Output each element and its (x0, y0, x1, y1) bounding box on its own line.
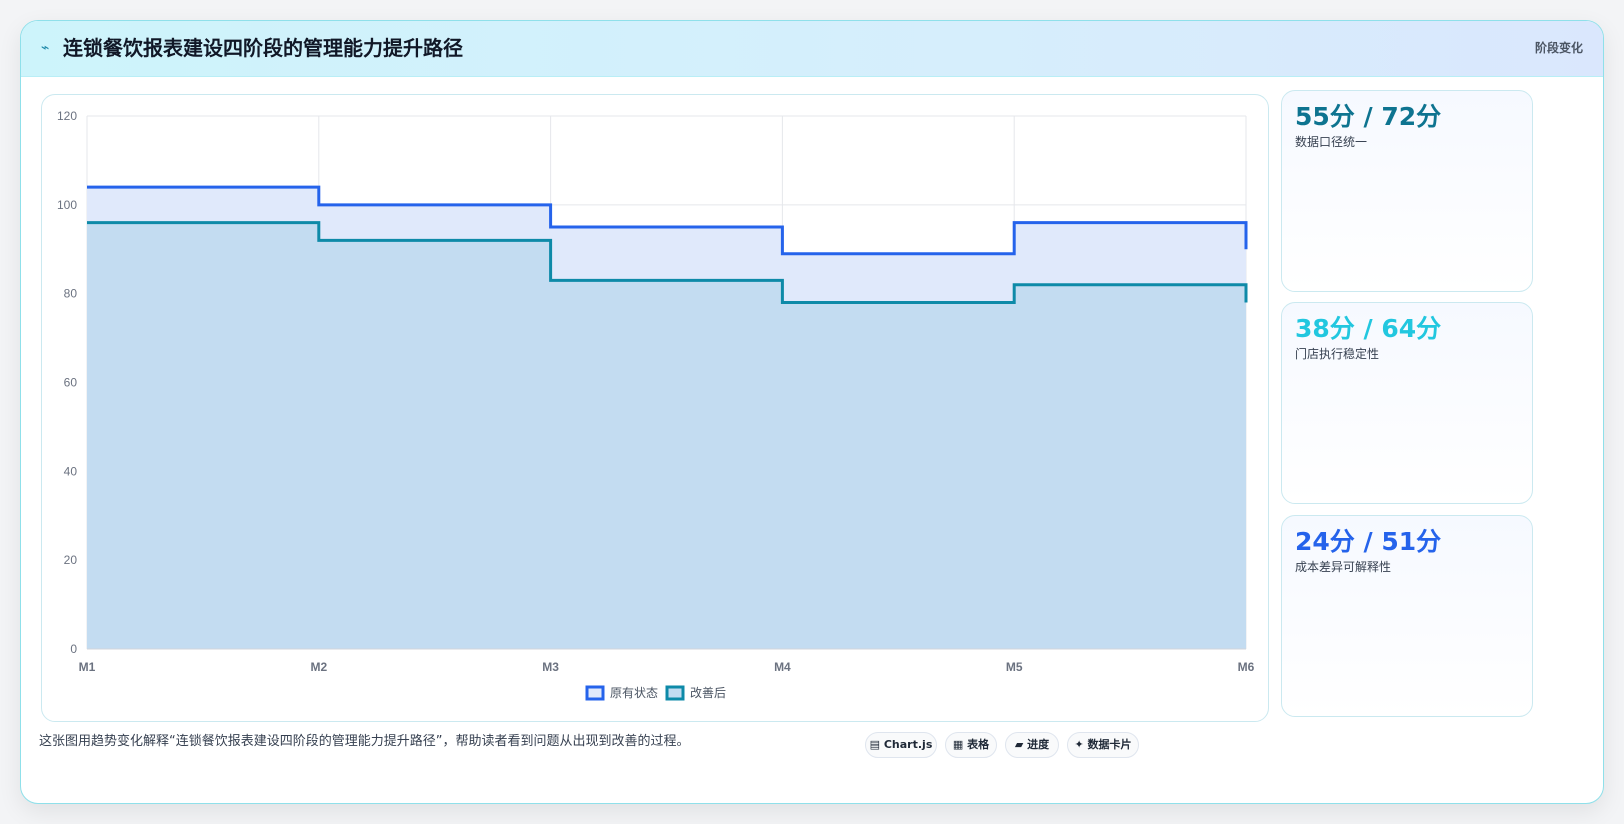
y-tick-label: 120 (57, 109, 77, 123)
chart-caption: 这张图用趋势变化解释“连锁餐饮报表建设四阶段的管理能力提升路径”，帮助读者看到问… (39, 734, 690, 749)
stat-card-data-consistency: 55分 / 72分 数据口径统一 (1281, 90, 1533, 292)
x-tick-label: M1 (79, 660, 96, 674)
x-tick-label: M4 (774, 660, 791, 674)
y-tick-label: 100 (57, 198, 77, 212)
x-tick-label: M6 (1238, 660, 1255, 674)
chart-panel: 0 20 40 60 80 100 120 M1 M2 M3 M4 M5 M6 原有状态 改善后 (41, 94, 1269, 722)
tag-label: Chart.js (883, 738, 933, 751)
progress-icon: ▰ (1014, 738, 1024, 751)
sparkle-icon: ✦ (1074, 738, 1084, 751)
y-tick-label: 40 (64, 464, 78, 478)
card-header: ⌁ 连锁餐饮报表建设四阶段的管理能力提升路径 阶段变化 (21, 21, 1603, 77)
stat-card-store-execution: 38分 / 64分 门店执行稳定性 (1281, 302, 1533, 504)
legend-swatch (585, 685, 605, 701)
stat-label: 成本差异可解释性 (1295, 560, 1392, 574)
legend-label: 改善后 (690, 685, 726, 700)
x-tick-label: M3 (542, 660, 559, 674)
stage-change-badge: 阶段变化 (1534, 41, 1583, 55)
tag-label: 表格 (967, 738, 990, 751)
stat-value: 38分 / 64分 (1295, 314, 1442, 343)
x-tick-label: M2 (310, 660, 327, 674)
tag-progress[interactable]: ▰ 进度 (1005, 732, 1059, 758)
stat-value: 24分 / 51分 (1295, 527, 1442, 556)
stat-label: 数据口径统一 (1295, 135, 1368, 149)
tag-chartjs[interactable]: ▤ Chart.js (865, 732, 937, 758)
stat-value: 55分 / 72分 (1295, 102, 1442, 131)
y-tick-label: 0 (70, 642, 77, 656)
tag-table[interactable]: ▦ 表格 (945, 732, 997, 758)
legend-label: 原有状态 (610, 686, 658, 700)
series-area-1 (87, 222, 1246, 649)
series-line-1 (87, 221, 1248, 305)
report-card: ⌁ 连锁餐饮报表建设四阶段的管理能力提升路径 阶段变化 0 20 40 60 80 100… (20, 20, 1604, 804)
table-icon: ▦ (952, 738, 964, 751)
tag-label: 进度 (1027, 738, 1050, 751)
x-tick-label: M5 (1006, 660, 1023, 674)
tag-label: 数据卡片 (1087, 738, 1132, 751)
step-line-chart: 0 20 40 60 80 100 120 M1 M2 M3 M4 M5 M6 原有状态 改善后 (57, 109, 1255, 701)
y-tick-label: 60 (64, 376, 78, 390)
y-tick-label: 20 (64, 553, 78, 567)
y-tick-label: 80 (64, 287, 78, 301)
series-line-0 (87, 185, 1248, 256)
chart-icon: ▤ (869, 738, 881, 751)
tag-data-card[interactable]: ✦ 数据卡片 (1067, 732, 1139, 758)
stat-card-cost-explainability: 24分 / 51分 成本差异可解释性 (1281, 515, 1533, 717)
page-title: 连锁餐饮报表建设四阶段的管理能力提升路径 (63, 36, 463, 60)
stat-label: 门店执行稳定性 (1295, 347, 1380, 361)
legend-swatch (665, 685, 685, 701)
lightning-icon: ⌁ (41, 40, 50, 56)
